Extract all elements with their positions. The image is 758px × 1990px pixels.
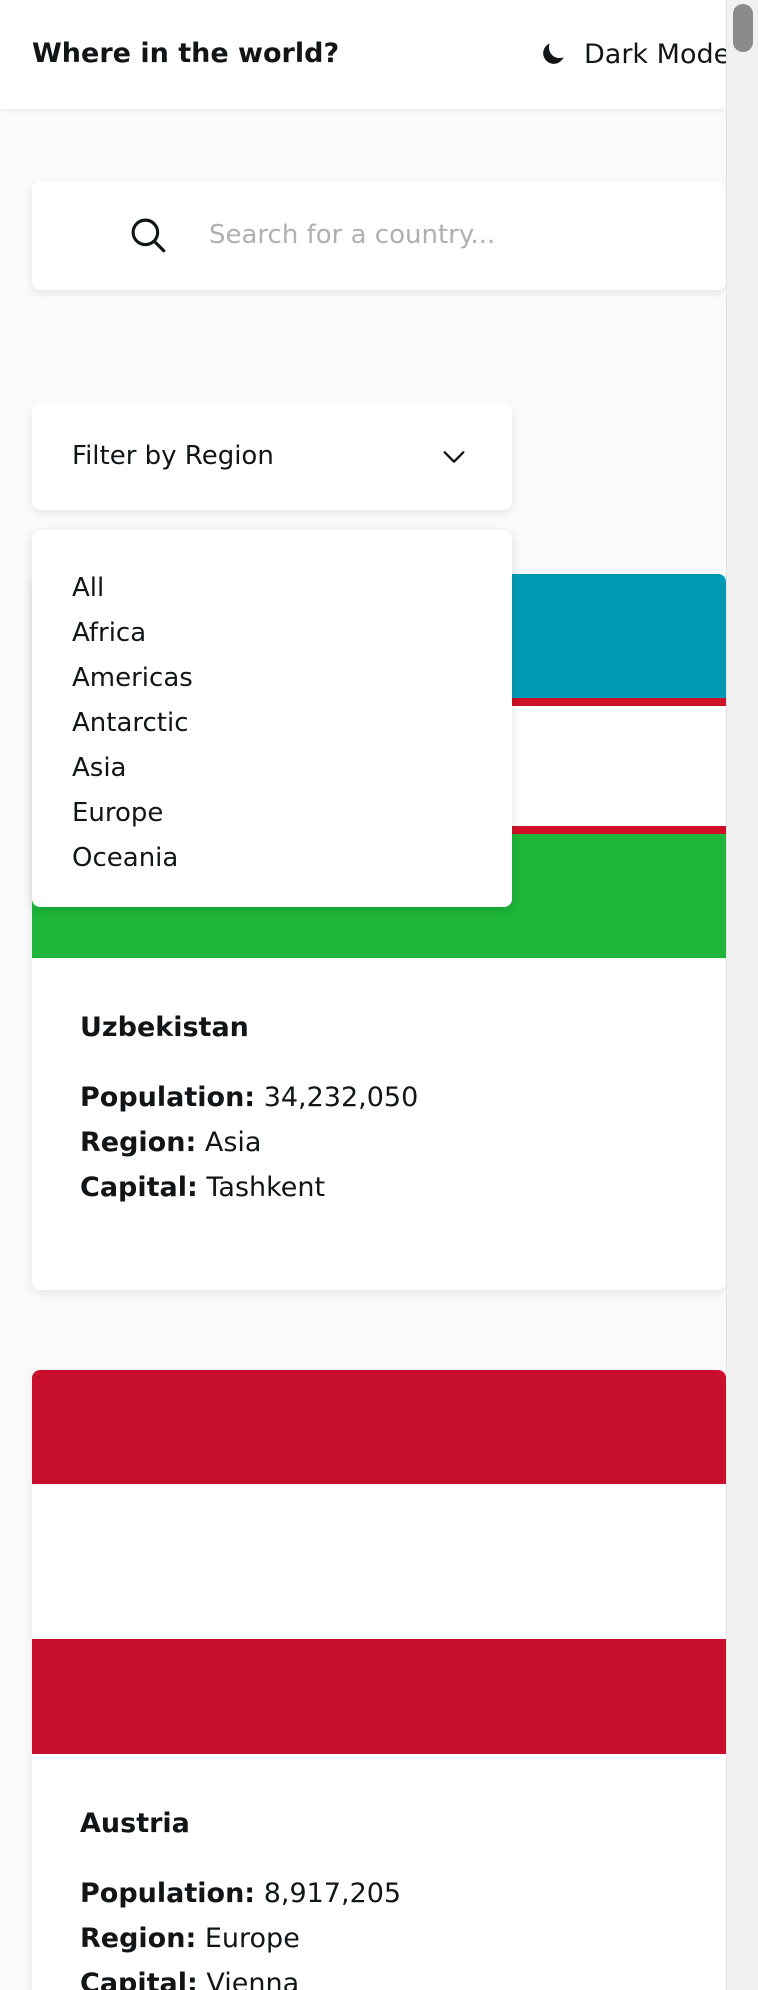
chevron-down-icon	[443, 451, 465, 463]
capital-line: Capital: Tashkent	[80, 1165, 418, 1210]
dark-mode-toggle[interactable]: Dark Mode	[538, 34, 726, 74]
region-option-all[interactable]: All	[72, 573, 105, 603]
region-option-europe[interactable]: Europe	[72, 798, 164, 828]
population-label: Population:	[80, 1878, 256, 1909]
app-header: Where in the world? Dark Mode	[0, 0, 726, 109]
population-value: 34,232,050	[263, 1082, 419, 1113]
austria-flag	[32, 1370, 726, 1754]
population-line: Population: 34,232,050	[80, 1075, 418, 1120]
region-label: Region:	[80, 1923, 197, 1954]
flag-stripe-white	[32, 1484, 726, 1639]
region-option-antarctic[interactable]: Antarctic	[72, 708, 189, 738]
capital-value: Vienna	[206, 1968, 300, 1990]
region-line: Region: Asia	[80, 1120, 418, 1165]
viewport: Where in the world? Dark Mode Filter by …	[0, 0, 726, 1990]
country-name: Uzbekistan	[80, 1012, 249, 1043]
dark-mode-label: Dark Mode	[584, 38, 726, 70]
region-option-americas[interactable]: Americas	[72, 663, 193, 693]
capital-label: Capital:	[80, 1968, 198, 1990]
vertical-scrollbar[interactable]	[726, 0, 758, 1990]
card-body: Austria Population: 8,917,205 Region: Eu…	[80, 1808, 401, 1990]
search-icon	[131, 218, 166, 253]
population-line: Population: 8,917,205	[80, 1871, 401, 1916]
card-body: Uzbekistan Population: 34,232,050 Region…	[80, 1012, 418, 1210]
scrollbar-thumb[interactable]	[733, 4, 753, 52]
region-label: Region:	[80, 1127, 197, 1158]
country-card-austria[interactable]: Austria Population: 8,917,205 Region: Eu…	[32, 1370, 726, 1990]
region-line: Region: Europe	[80, 1916, 401, 1961]
region-filter-label: Filter by Region	[72, 441, 274, 471]
moon-icon	[543, 43, 564, 64]
population-value: 8,917,205	[263, 1878, 402, 1909]
region-filter-select[interactable]: Filter by Region	[32, 403, 512, 510]
region-value: Asia	[204, 1127, 262, 1158]
region-option-oceania[interactable]: Oceania	[72, 843, 179, 873]
flag-stripe-red	[32, 1639, 726, 1754]
country-name: Austria	[80, 1808, 190, 1839]
region-dropdown-menu: All Africa Americas Antarctic Asia Europ…	[32, 530, 512, 907]
capital-line: Capital: Vienna	[80, 1961, 401, 1990]
region-option-asia[interactable]: Asia	[72, 753, 127, 783]
capital-value: Tashkent	[206, 1172, 326, 1203]
population-label: Population:	[80, 1082, 256, 1113]
search-input[interactable]	[209, 209, 689, 261]
region-option-africa[interactable]: Africa	[72, 618, 147, 648]
capital-label: Capital:	[80, 1172, 198, 1203]
app-title: Where in the world?	[32, 38, 340, 69]
search-box	[32, 181, 726, 290]
region-value: Europe	[204, 1923, 300, 1954]
flag-stripe-red	[32, 1370, 726, 1484]
